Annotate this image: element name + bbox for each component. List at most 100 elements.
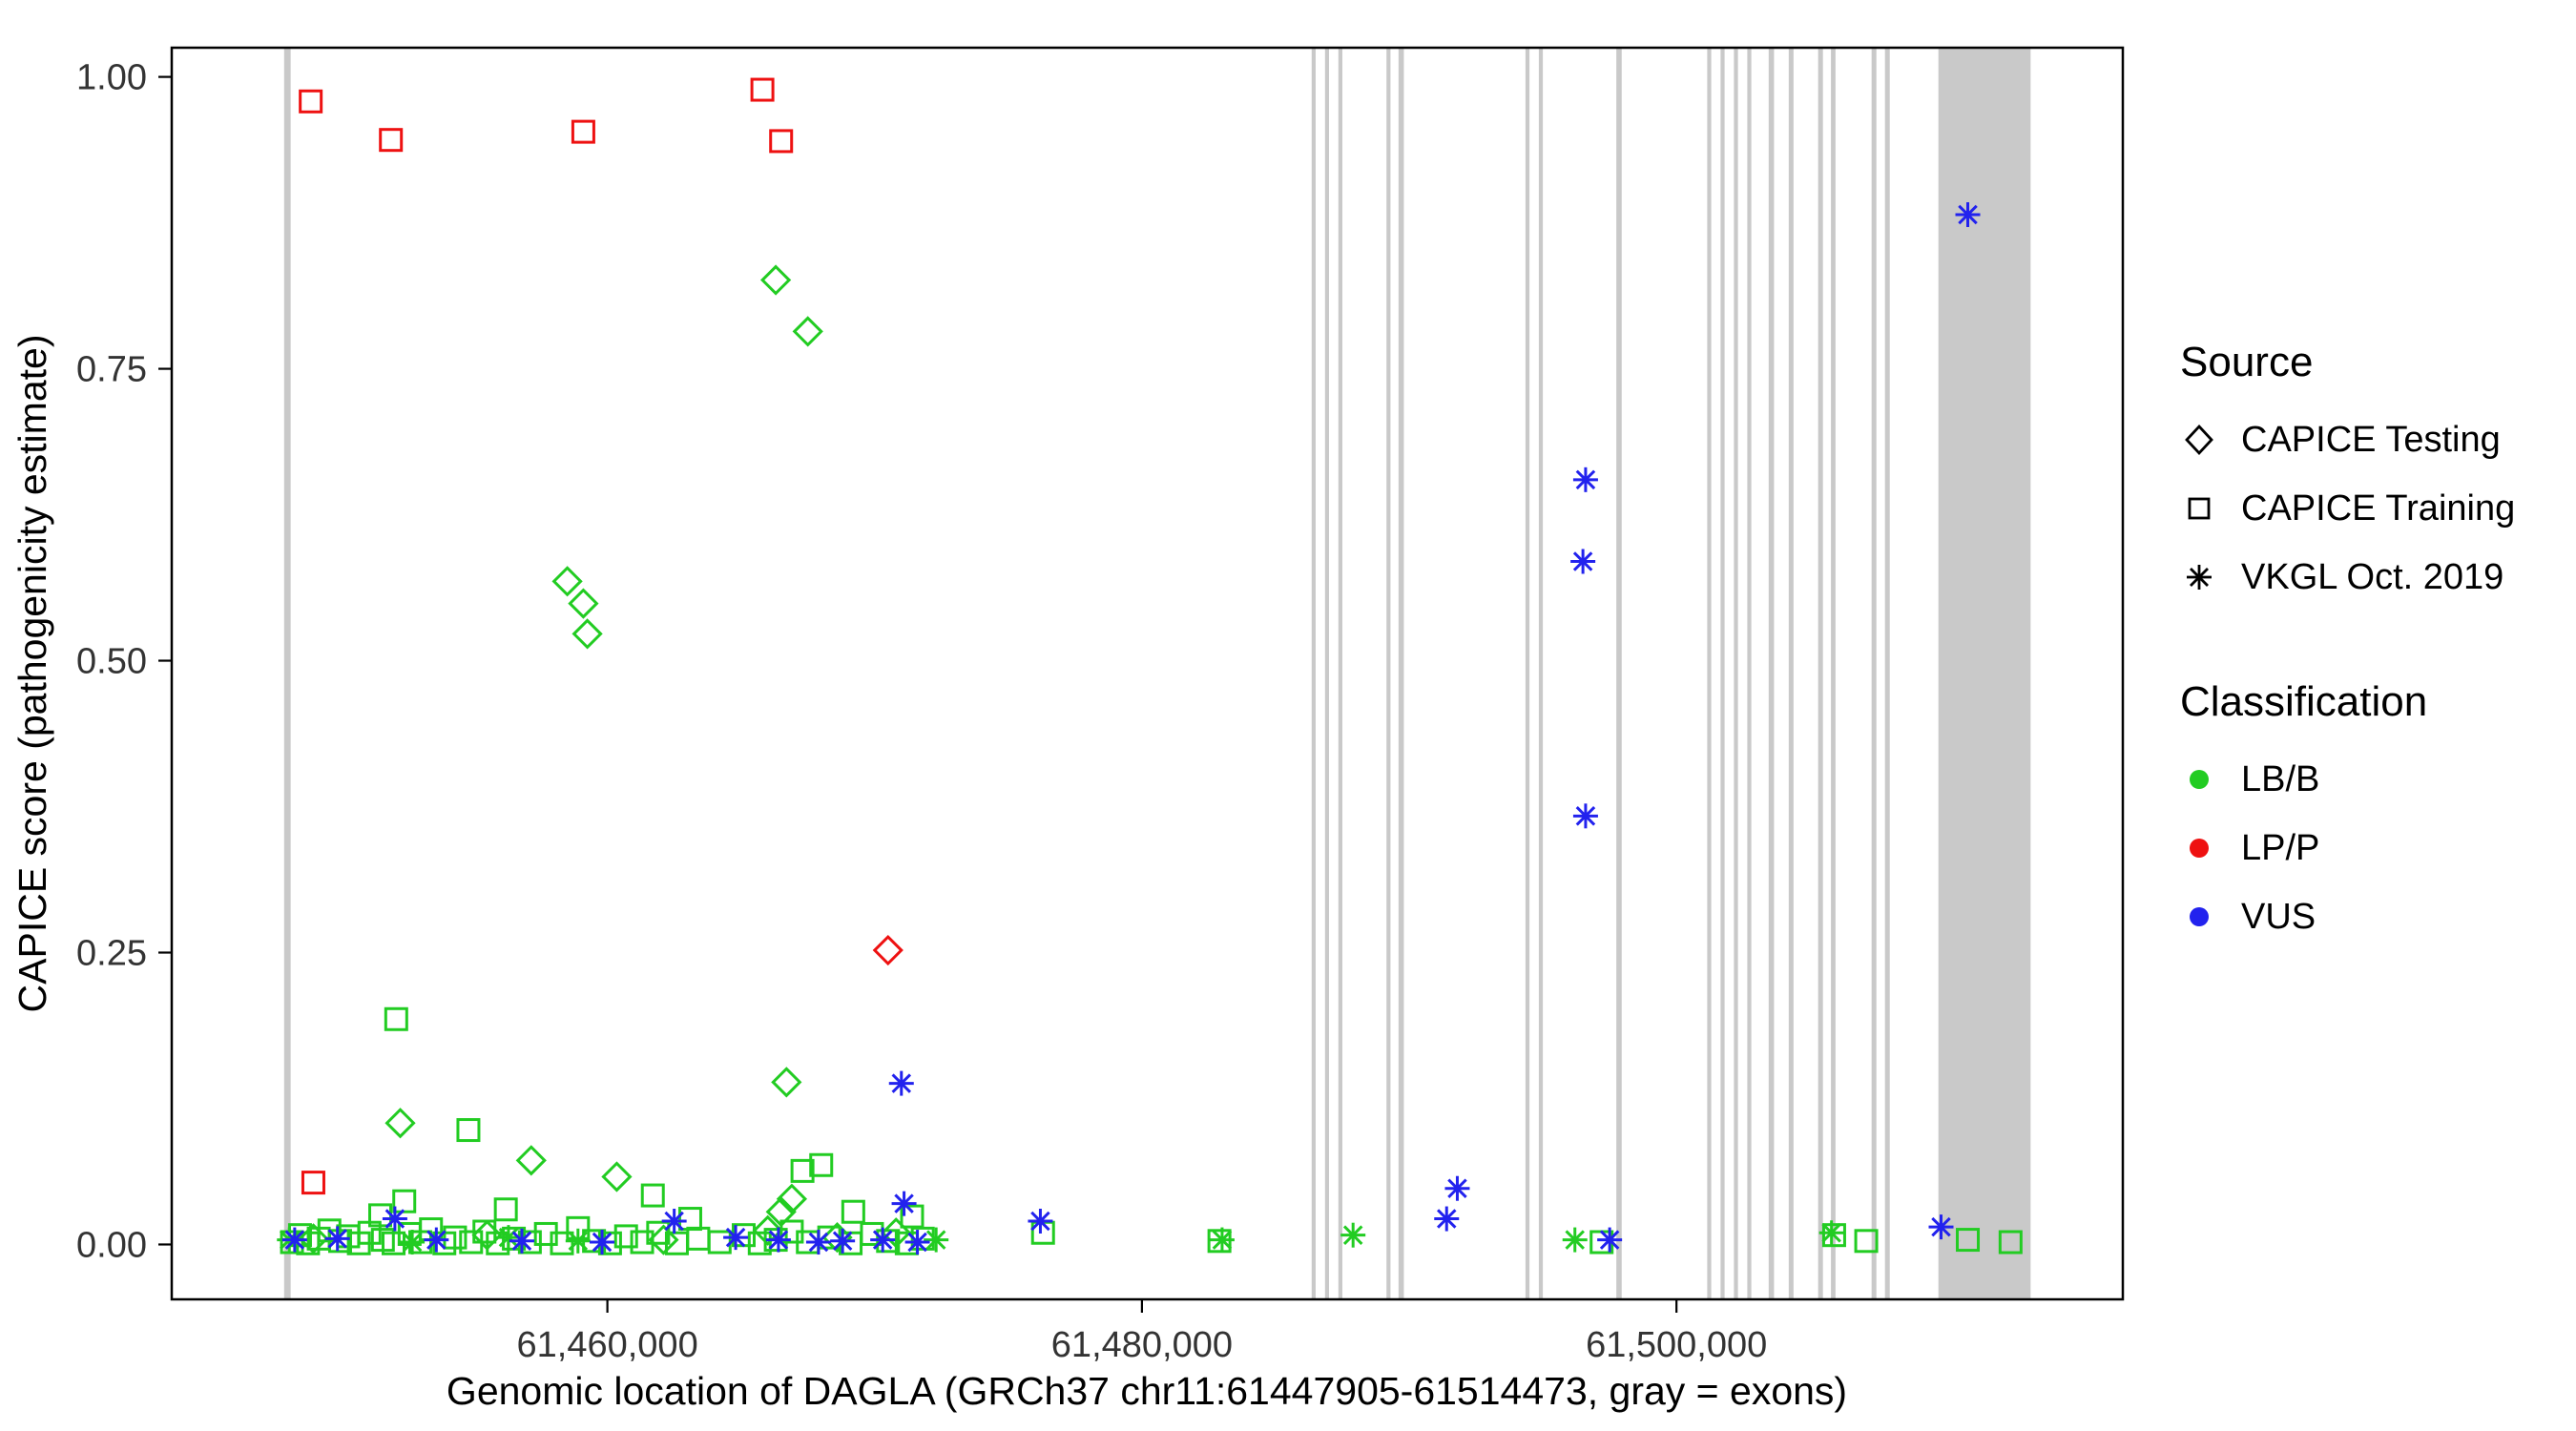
data-point	[790, 1158, 815, 1183]
y-tick-label: 0.50	[76, 642, 147, 682]
data-point	[1572, 467, 1598, 492]
square-open-icon	[2188, 497, 2211, 520]
green-dot-icon	[2190, 770, 2209, 789]
data-point	[400, 1230, 426, 1255]
data-point	[805, 1230, 831, 1255]
exon-region	[1720, 48, 1725, 1299]
data-point	[771, 1067, 802, 1098]
exon-region	[1938, 48, 2031, 1299]
data-point	[1956, 1228, 1981, 1253]
data-point	[904, 1230, 930, 1255]
exon-region	[1707, 48, 1712, 1299]
data-point	[677, 1207, 702, 1232]
exon-region	[1768, 48, 1775, 1299]
data-point	[509, 1228, 534, 1254]
data-point	[443, 1225, 467, 1250]
exon-region	[1311, 48, 1316, 1299]
x-axis-title: Genomic location of DAGLA (GRCh37 chr11:…	[447, 1369, 1847, 1413]
exon-region	[1525, 48, 1530, 1299]
data-point	[384, 1108, 416, 1139]
y-tick-label: 0.25	[76, 934, 147, 974]
legend-item-vkgl: VKGL Oct. 2019	[2180, 543, 2562, 612]
data-point	[723, 1225, 749, 1251]
data-point	[1340, 1222, 1366, 1248]
data-point	[571, 618, 603, 650]
data-point	[1572, 803, 1598, 829]
data-point	[769, 129, 794, 154]
data-point	[924, 1227, 949, 1253]
exon-region	[1616, 48, 1622, 1299]
data-point	[299, 89, 323, 114]
data-point	[571, 119, 595, 144]
data-point	[551, 566, 583, 597]
data-point	[1209, 1227, 1235, 1253]
exon-region	[1386, 48, 1391, 1299]
data-point	[1562, 1227, 1588, 1253]
legend-classification-title: Classification	[2180, 678, 2428, 725]
exon-region	[1398, 48, 1404, 1299]
data-point	[1570, 549, 1596, 574]
data-point	[747, 1231, 772, 1255]
data-point	[613, 1224, 638, 1249]
data-point	[1998, 1230, 2023, 1255]
data-point	[1028, 1209, 1053, 1234]
data-point	[759, 264, 792, 296]
data-point	[601, 1161, 633, 1192]
y-tick-label: 1.00	[76, 58, 147, 98]
legend-item-lpp: LP/P	[2180, 814, 2562, 882]
data-point	[424, 1227, 449, 1253]
exon-region	[1324, 48, 1329, 1299]
data-point	[809, 1152, 834, 1177]
exon-region	[1818, 48, 1823, 1299]
x-tick-label: 61,460,000	[517, 1325, 698, 1365]
data-point	[765, 1227, 791, 1253]
data-point	[841, 1199, 865, 1224]
legend: Source CAPICE Testing CAPICE Training	[2180, 339, 2562, 951]
data-point	[1821, 1223, 1846, 1248]
panel-border	[170, 46, 2125, 1301]
data-point	[1434, 1206, 1460, 1232]
data-point	[1955, 202, 1981, 228]
data-point	[888, 1070, 914, 1096]
legend-label: CAPICE Training	[2241, 487, 2516, 529]
data-point	[382, 1206, 407, 1232]
data-point	[686, 1226, 711, 1251]
data-point	[1597, 1227, 1623, 1253]
asterisk-icon	[2187, 565, 2212, 590]
data-point	[550, 1231, 574, 1255]
exon-region	[1871, 48, 1877, 1299]
data-point	[324, 1226, 350, 1252]
exon-region	[1338, 48, 1342, 1299]
data-point	[1444, 1175, 1470, 1201]
exon-region	[1747, 48, 1752, 1299]
data-point	[384, 1006, 408, 1031]
y-tick-label: 0.75	[76, 350, 147, 390]
data-point	[1928, 1214, 1954, 1240]
data-point	[1854, 1229, 1879, 1254]
data-point	[379, 128, 404, 153]
exon-region	[1884, 48, 1890, 1299]
data-point	[661, 1209, 687, 1234]
exon-region	[1538, 48, 1544, 1299]
y-axis-title: CAPICE score (pathogenicity estimate)	[10, 335, 54, 1013]
legend-item-vus: VUS	[2180, 882, 2562, 951]
legend-item-capice-training: CAPICE Training	[2180, 474, 2562, 543]
data-point	[357, 1220, 382, 1245]
data-point	[870, 1227, 896, 1253]
data-point	[830, 1228, 856, 1254]
legend-label: VUS	[2241, 896, 2316, 937]
data-point	[640, 1183, 665, 1208]
red-dot-icon	[2190, 839, 2209, 858]
blue-dot-icon	[2190, 907, 2209, 926]
data-point	[565, 1228, 591, 1254]
exon-region	[1734, 48, 1738, 1299]
data-point	[872, 934, 904, 966]
data-point	[327, 1229, 352, 1254]
legend-item-capice-testing: CAPICE Testing	[2180, 405, 2562, 474]
data-point	[707, 1230, 732, 1255]
data-point	[568, 588, 599, 619]
data-point	[392, 1189, 417, 1213]
legend-label: VKGL Oct. 2019	[2241, 556, 2504, 597]
